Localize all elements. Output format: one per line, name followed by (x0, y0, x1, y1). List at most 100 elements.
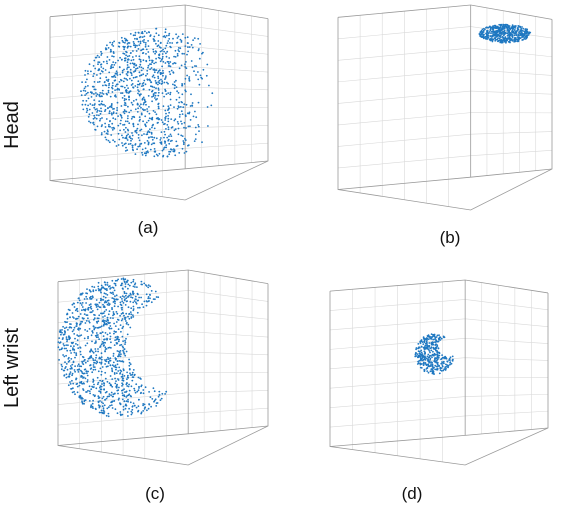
scatter-point (93, 123, 95, 126)
scatter-point (144, 101, 146, 104)
scatter-point (130, 84, 133, 86)
scatter-point (98, 100, 101, 103)
scatter-point (483, 27, 485, 30)
axis-frame (57, 425, 269, 446)
scatter-point (491, 28, 494, 31)
scatter-point (88, 400, 91, 402)
scatter-point (118, 66, 121, 69)
scatter-point (184, 114, 187, 117)
scatter-point (127, 315, 129, 318)
scatter-point (198, 57, 201, 60)
scatter-point (73, 306, 76, 308)
scatter-point (489, 35, 492, 37)
scatter-point (125, 38, 127, 41)
scatter-point (100, 284, 103, 287)
scatter-point (70, 323, 72, 325)
axis-frame (337, 17, 553, 211)
scatter-point (161, 392, 164, 395)
scatter-point (136, 111, 139, 113)
scatter-point (423, 337, 426, 340)
scatter-point (132, 301, 135, 304)
scatter-point (87, 306, 90, 309)
scatter-point (150, 81, 153, 84)
scatter-point (139, 129, 142, 132)
scatter-point (68, 338, 71, 341)
scatter-point (118, 138, 121, 141)
scatter-point (74, 365, 76, 368)
scatter-point (140, 103, 142, 106)
scatter-point (168, 32, 171, 35)
scatter-point (152, 298, 155, 300)
scatter-point (104, 348, 107, 350)
scatter-point (441, 354, 443, 356)
scatter-point (106, 129, 109, 132)
scatter-point (147, 141, 150, 144)
scatter-point (188, 79, 191, 82)
scatter-point (136, 311, 139, 314)
scatter-point (162, 154, 165, 157)
scatter-point (121, 413, 124, 416)
scatter-point (96, 54, 99, 57)
scatter-point (125, 350, 128, 353)
scatter-point (125, 297, 128, 300)
scatter-point (129, 401, 132, 404)
scatter-point (183, 126, 185, 129)
scatter-point (432, 346, 435, 349)
scatter-point (137, 306, 139, 309)
scatter-point (480, 32, 483, 35)
scatter-point (121, 308, 123, 311)
scatter-point (136, 148, 139, 151)
scatter-point (432, 350, 434, 353)
scatter-point (517, 34, 519, 37)
scatter-point (79, 396, 81, 399)
scatter-point (179, 113, 181, 116)
scatter-point (426, 339, 428, 341)
scatter-point (183, 52, 186, 55)
scatter-point (125, 98, 128, 101)
scatter-point (428, 346, 430, 348)
scatter-point (445, 367, 447, 370)
scatter-point (95, 387, 98, 390)
scatter-point (80, 369, 82, 372)
scatter-point (133, 300, 136, 302)
scatter-point (105, 60, 108, 63)
scatter-point (113, 64, 116, 66)
scatter-point (178, 152, 181, 154)
scatter-point (161, 55, 164, 58)
scatter-point (113, 107, 115, 110)
scatter-point (140, 128, 143, 131)
scatter-point (121, 335, 124, 338)
scatter-point (91, 330, 94, 332)
scatter-point (67, 358, 70, 360)
scatter-point (125, 134, 128, 137)
scatter-point (102, 324, 105, 326)
scatter-point (171, 139, 173, 142)
scatter-point (117, 59, 119, 62)
scatter-point (161, 82, 164, 84)
scatter-point (72, 382, 75, 385)
scatter-point (102, 316, 104, 318)
scatter-point (187, 144, 190, 147)
scatter-point (109, 50, 112, 53)
scatter-point (437, 356, 440, 359)
scatter-point (130, 79, 133, 82)
grid-line (49, 142, 269, 161)
scatter-point (100, 343, 103, 346)
scatter-point (120, 370, 123, 372)
scatter-point (99, 92, 102, 94)
scatter-point (182, 106, 185, 109)
scatter-point (178, 106, 180, 109)
scatter-point (90, 307, 93, 310)
scatter-point (84, 308, 87, 311)
scatter-point (100, 409, 103, 412)
scatter-point (169, 133, 172, 136)
scatter-point (152, 95, 155, 97)
scatter-point (433, 348, 436, 350)
scatter-point (65, 354, 67, 357)
scatter-point (98, 411, 101, 414)
scatter-point (116, 109, 118, 112)
scatter-point (95, 362, 98, 365)
scatter-point (189, 105, 192, 107)
scatter-point (133, 374, 136, 377)
scatter-point (426, 355, 429, 358)
